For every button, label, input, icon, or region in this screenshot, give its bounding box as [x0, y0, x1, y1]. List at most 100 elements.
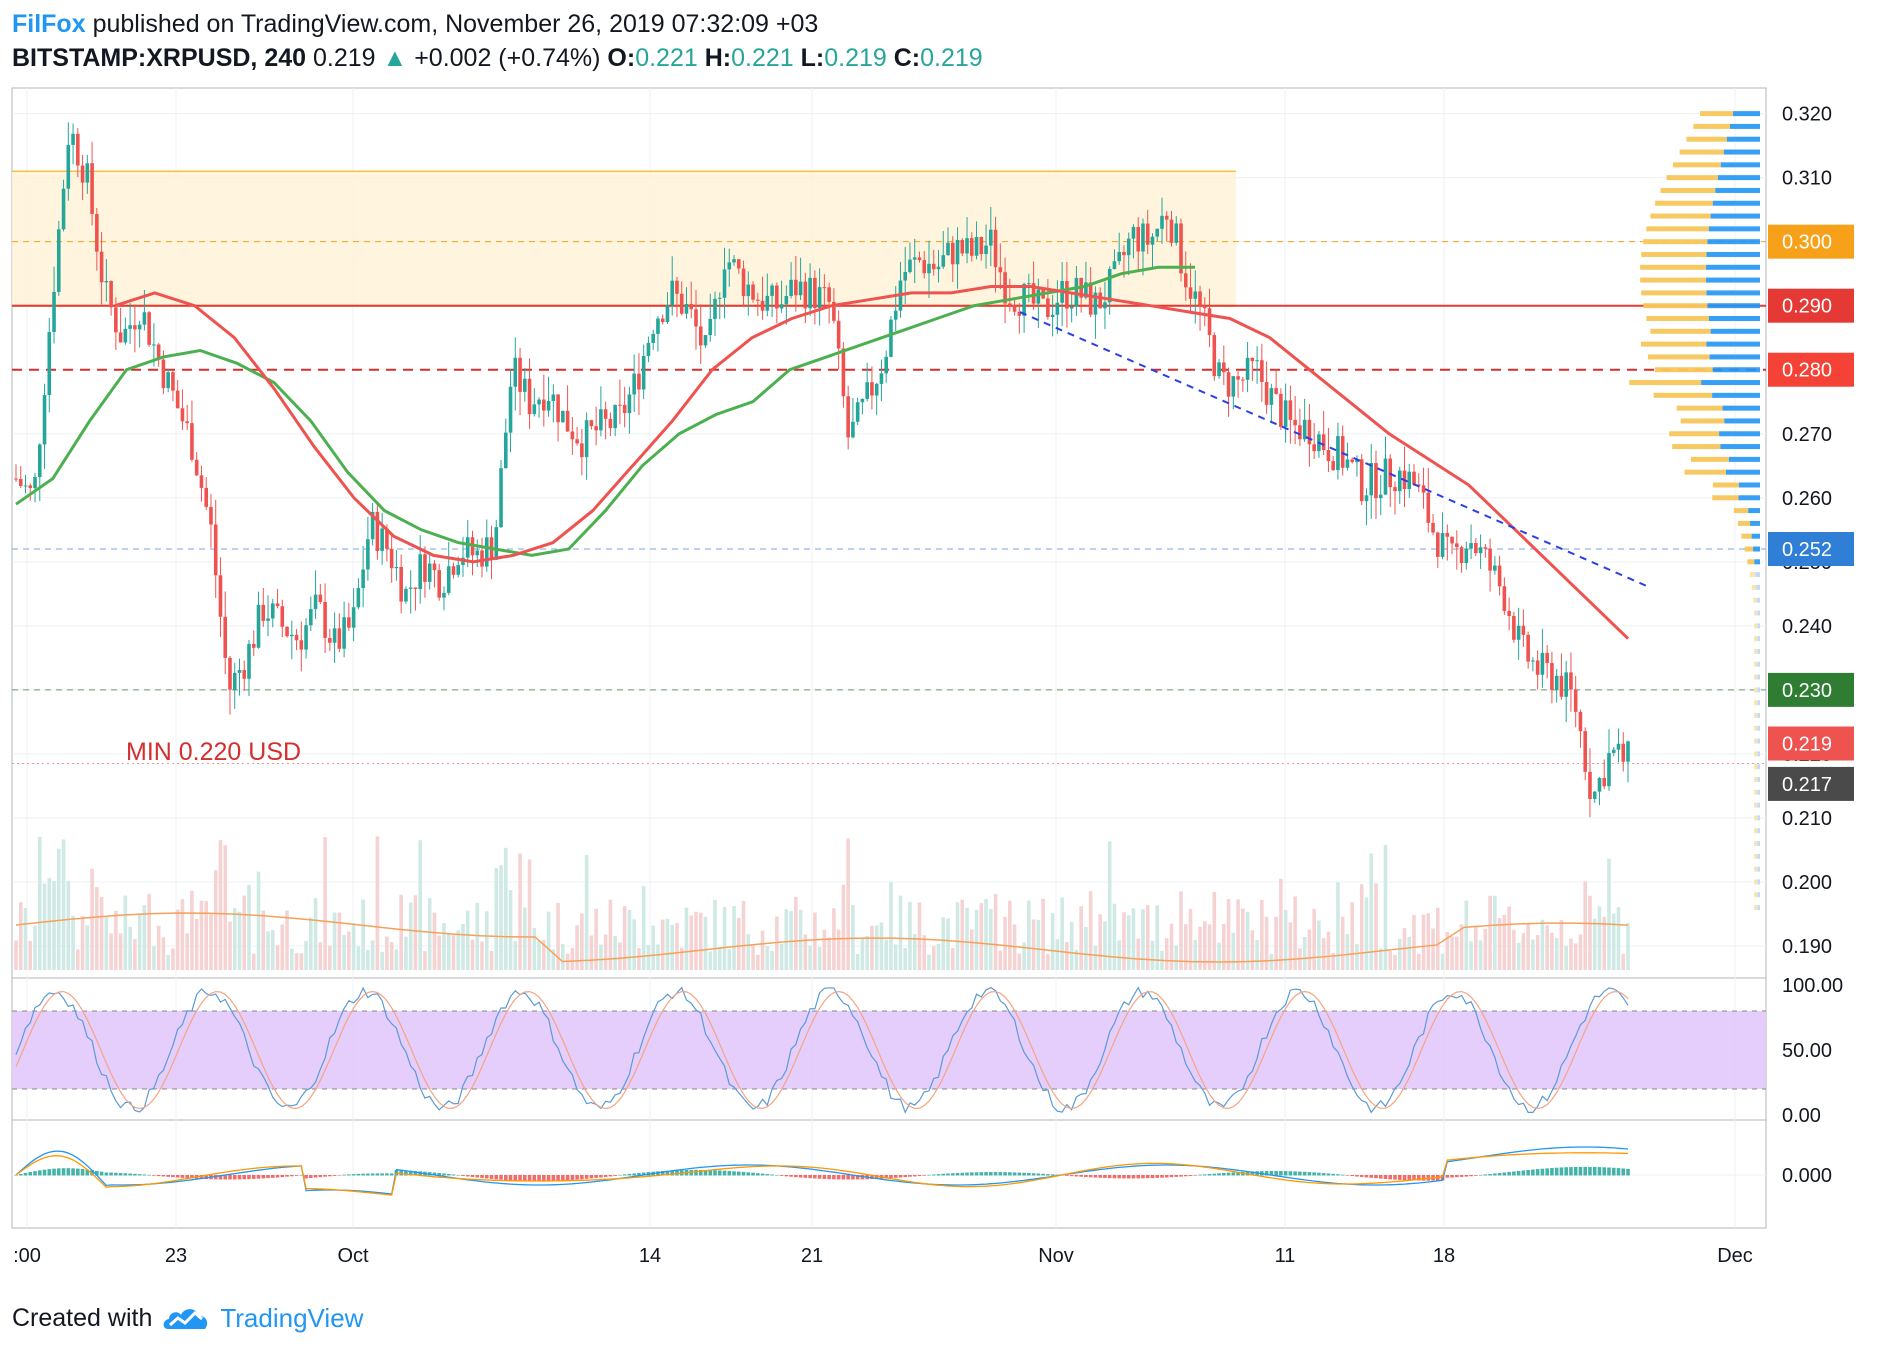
volume-profile-bar [1757, 726, 1760, 731]
candle-body [162, 360, 166, 389]
volume-bar [1398, 939, 1402, 970]
macd-histogram-bar [599, 1175, 603, 1177]
macd-histogram-bar [1051, 1174, 1055, 1175]
macd-histogram-bar [999, 1172, 1003, 1175]
volume-bar [780, 944, 784, 970]
candle-body [994, 230, 998, 268]
volume-bar [76, 950, 80, 970]
descending-trendline [1020, 312, 1650, 587]
candle-body [628, 394, 632, 413]
macd-histogram-bar [1132, 1175, 1136, 1178]
candle-body [1545, 653, 1549, 663]
volume-profile-bar [1754, 841, 1757, 846]
volume-bar [571, 948, 575, 970]
macd-histogram-bar [808, 1175, 812, 1178]
macd-histogram-bar [323, 1175, 327, 1177]
macd-histogram-bar [823, 1175, 827, 1179]
candle-body [975, 237, 979, 256]
candle-body [1531, 661, 1535, 662]
macd-histogram-bar [1498, 1173, 1502, 1176]
candle-body [1426, 493, 1430, 523]
volume-bar [1441, 954, 1445, 970]
candle-body [675, 281, 679, 294]
volume-profile-bar [1712, 495, 1738, 500]
macd-histogram-bar [913, 1175, 917, 1176]
volume-profile-bar [1754, 559, 1760, 564]
volume-profile-bar [1754, 687, 1757, 692]
candle-body [1441, 533, 1445, 557]
volume-profile-bar [1757, 828, 1760, 833]
candle-body [999, 267, 1003, 272]
macd-histogram-bar [1222, 1173, 1226, 1176]
macd-histogram-bar [261, 1175, 265, 1178]
candle-body [171, 372, 175, 390]
volume-bar [1431, 928, 1435, 970]
macd-histogram-bar [590, 1175, 594, 1178]
macd-histogram-bar [1113, 1175, 1117, 1178]
macd-histogram-bar [1117, 1175, 1121, 1178]
macd-histogram-bar [946, 1174, 950, 1176]
candle-body [280, 606, 284, 627]
volume-bar [418, 840, 422, 970]
macd-histogram-bar [623, 1174, 627, 1175]
volume-bar [461, 924, 465, 970]
macd-histogram-bar [314, 1175, 318, 1178]
candle-body [43, 395, 47, 444]
macd-histogram-bar [628, 1174, 632, 1176]
volume-bar [166, 955, 170, 970]
volume-bar [994, 894, 998, 970]
volume-bar [1165, 938, 1169, 970]
macd-histogram-bar [257, 1175, 261, 1179]
volume-bar [247, 885, 251, 970]
price-tag-label: 0.290 [1782, 296, 1832, 318]
macd-histogram-bar [1555, 1168, 1559, 1176]
macd-histogram-bar [837, 1175, 841, 1179]
volume-bar [1274, 917, 1278, 970]
candle-body [204, 488, 208, 507]
macd-histogram-bar [1403, 1175, 1407, 1180]
volume-bar [280, 924, 284, 970]
x-tick-label: 11 [1275, 1245, 1296, 1267]
candle-body [979, 237, 983, 254]
macd-histogram-bar [1512, 1171, 1516, 1175]
macd-pane[interactable] [12, 1147, 1766, 1195]
volume-bar [242, 896, 246, 970]
macd-histogram-bar [727, 1171, 731, 1176]
volume-profile-bar [1709, 226, 1760, 231]
macd-histogram-bar [452, 1174, 456, 1175]
volume-bar [176, 910, 180, 970]
candle-body [861, 399, 865, 402]
candle-body [856, 402, 860, 422]
volume-bar [395, 949, 399, 970]
candle-body [314, 595, 318, 610]
candle-body [851, 422, 855, 438]
candle-body [794, 280, 798, 295]
candle-body [185, 421, 189, 423]
stochastic-pane[interactable] [12, 988, 1766, 1113]
candle-body [661, 319, 665, 322]
macd-histogram-bar [228, 1175, 232, 1180]
macd-histogram-bar [827, 1175, 831, 1179]
volume-profile-bar [1757, 636, 1760, 641]
macd-histogram-bar [494, 1175, 498, 1179]
x-tick-label: 21 [801, 1245, 823, 1267]
candle-body [1336, 436, 1340, 470]
volume-profile-bar [1686, 137, 1726, 142]
macd-histogram-bar [366, 1174, 370, 1176]
volume-bar [1479, 940, 1483, 970]
tradingview-brand[interactable]: TradingView [220, 1300, 363, 1336]
volume-bar [1469, 941, 1473, 970]
macd-histogram-bar [461, 1175, 465, 1176]
volume-profile-bar [1640, 278, 1706, 283]
volume-profile-bar [1691, 457, 1729, 462]
macd-histogram-bar [1384, 1175, 1388, 1179]
macd-histogram-bar [889, 1175, 893, 1178]
macd-histogram-bar [333, 1175, 337, 1176]
volume-bar [1560, 920, 1564, 970]
candle-body [1284, 400, 1288, 427]
candle-body [1379, 495, 1383, 499]
macd-histogram-bar [238, 1175, 242, 1179]
candle-body [789, 280, 793, 296]
macd-histogram-bar [242, 1175, 246, 1179]
price-chart[interactable]: MIN 0.220 USD :00 23 Oct 14 21 Nov 11 18 Dec 0.32… [0, 0, 1878, 1290]
